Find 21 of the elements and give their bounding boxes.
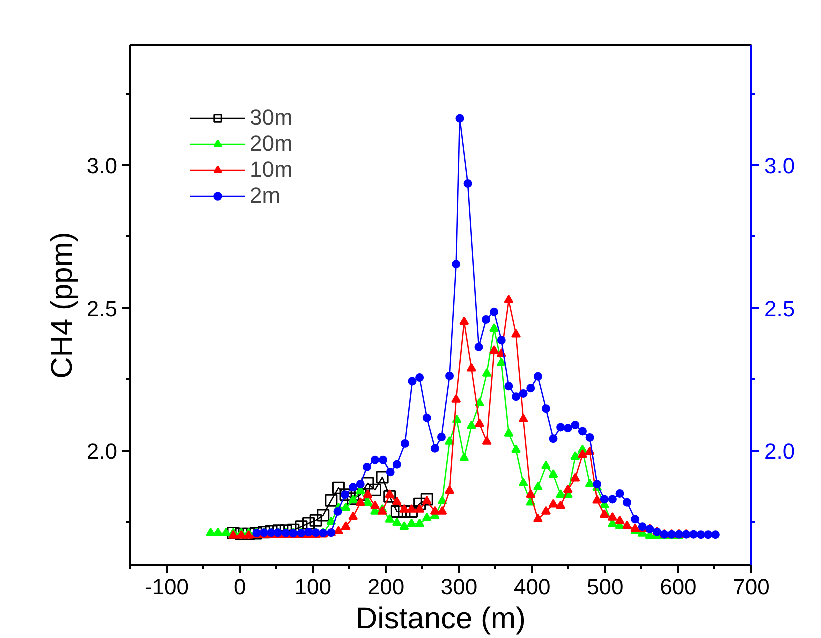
y2-tick-label: 2.0: [764, 439, 796, 464]
x-tick-label: 500: [587, 574, 624, 600]
x-axis-title: Distance (m): [356, 602, 526, 636]
legend-label: 30m: [250, 105, 293, 131]
x-tick-label: 600: [660, 574, 697, 600]
legend-label: 10m: [250, 157, 293, 183]
x-tick-label: 700: [733, 574, 770, 600]
y2-tick-label: 2.5: [764, 296, 796, 322]
y-tick-label: 2.0: [86, 439, 118, 464]
x-tick-label: 100: [294, 574, 332, 600]
x-tick-label: 400: [514, 574, 551, 600]
y2-tick-label: 3.0: [764, 154, 796, 178]
legend-label: 2m: [250, 183, 281, 209]
y-axis-title: CH4 (ppm): [46, 232, 79, 379]
legend-label: 20m: [250, 131, 293, 157]
y-tick-label: 3.0: [86, 154, 118, 178]
x-tick-label: 300: [440, 574, 478, 600]
x-tick-label: -100: [145, 574, 190, 600]
x-tick-label: 0: [234, 574, 246, 600]
y-tick-label: 2.5: [86, 296, 118, 322]
x-tick-label: 200: [368, 574, 405, 600]
